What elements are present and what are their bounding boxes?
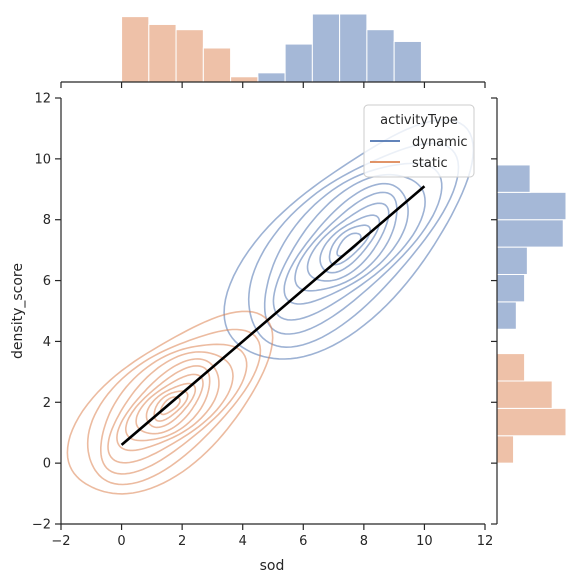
x-axis-label: sod xyxy=(260,558,285,574)
x-tick-label: 6 xyxy=(299,534,307,549)
x-tick-label: 8 xyxy=(360,534,368,549)
kde-contour-dynamic xyxy=(306,202,390,282)
kde-contour-static xyxy=(135,373,204,435)
legend-box xyxy=(363,104,475,178)
kde-contour-dynamic xyxy=(294,191,398,292)
right-hist-bar-dynamic xyxy=(496,219,564,248)
kde-contour-dynamic xyxy=(319,214,381,274)
top-hist-bar-static xyxy=(202,47,232,83)
top-hist-bar-dynamic xyxy=(284,43,313,83)
kde-contour-static xyxy=(66,310,274,495)
top-hist-bar-dynamic xyxy=(257,72,286,83)
legend: activityType dynamic static xyxy=(363,104,475,178)
kde-contour-dynamic xyxy=(328,224,371,266)
main-axes: −2 0 2 4 6 8 10 12 −2 0 2 4 6 8 10 12 xyxy=(32,92,493,550)
y-tick-label: 0 xyxy=(43,457,51,472)
top-hist-bar-dynamic xyxy=(393,40,422,83)
x-tick-label: 10 xyxy=(416,534,433,549)
y-axis-label: density_score xyxy=(10,263,26,359)
legend-label-static: static xyxy=(412,156,448,171)
regression-line-group xyxy=(120,185,426,446)
top-marginal-histogram xyxy=(121,13,422,83)
right-hist-bar-dynamic xyxy=(496,273,526,303)
kde-contour-static xyxy=(125,365,211,442)
top-hist-bar-dynamic xyxy=(366,29,395,83)
kde-contour-static xyxy=(86,328,262,486)
y-tick-label: 6 xyxy=(43,274,51,289)
kde-contour-static xyxy=(153,390,189,422)
kde-contour-static xyxy=(116,358,220,452)
y-tick-label: 2 xyxy=(43,396,51,411)
y-tick-label: 4 xyxy=(43,335,51,350)
regression-line xyxy=(120,185,426,446)
y-tick-label: 8 xyxy=(43,213,51,228)
kde-contour-dynamic xyxy=(283,182,409,305)
x-tick-label: 4 xyxy=(239,534,247,549)
y-tick-label: −2 xyxy=(32,518,51,533)
right-hist-bar-dynamic xyxy=(496,246,528,275)
kde-contour-static xyxy=(107,351,234,464)
kde-contour-static xyxy=(145,382,197,429)
y-tick-label: 12 xyxy=(34,92,51,107)
right-hist-bar-static xyxy=(496,435,515,464)
right-marginal-histogram xyxy=(496,164,567,464)
marginal-axes xyxy=(60,81,498,525)
x-tick-label: 12 xyxy=(477,534,494,549)
right-hist-bar-dynamic xyxy=(496,164,531,193)
top-hist-bar-dynamic xyxy=(311,13,341,83)
kde-contour-static xyxy=(100,343,248,475)
right-hist-bar-dynamic xyxy=(496,301,517,330)
top-hist-bar-static xyxy=(148,23,177,83)
legend-title: activityType xyxy=(380,113,458,128)
x-tick-label: 2 xyxy=(178,534,186,549)
y-tick-label: 10 xyxy=(34,152,51,167)
x-tick-label: 0 xyxy=(117,534,125,549)
top-hist-bar-static xyxy=(230,76,259,83)
top-hist-bar-static xyxy=(121,16,150,83)
top-hist-bar-dynamic xyxy=(339,13,368,83)
right-hist-bar-static xyxy=(496,380,553,409)
right-hist-bar-static xyxy=(496,407,567,437)
right-hist-bar-dynamic xyxy=(496,191,567,221)
x-tick-label: −2 xyxy=(51,534,70,549)
right-hist-bar-static xyxy=(496,353,526,382)
legend-label-dynamic: dynamic xyxy=(412,135,468,150)
top-hist-bar-static xyxy=(175,29,204,83)
